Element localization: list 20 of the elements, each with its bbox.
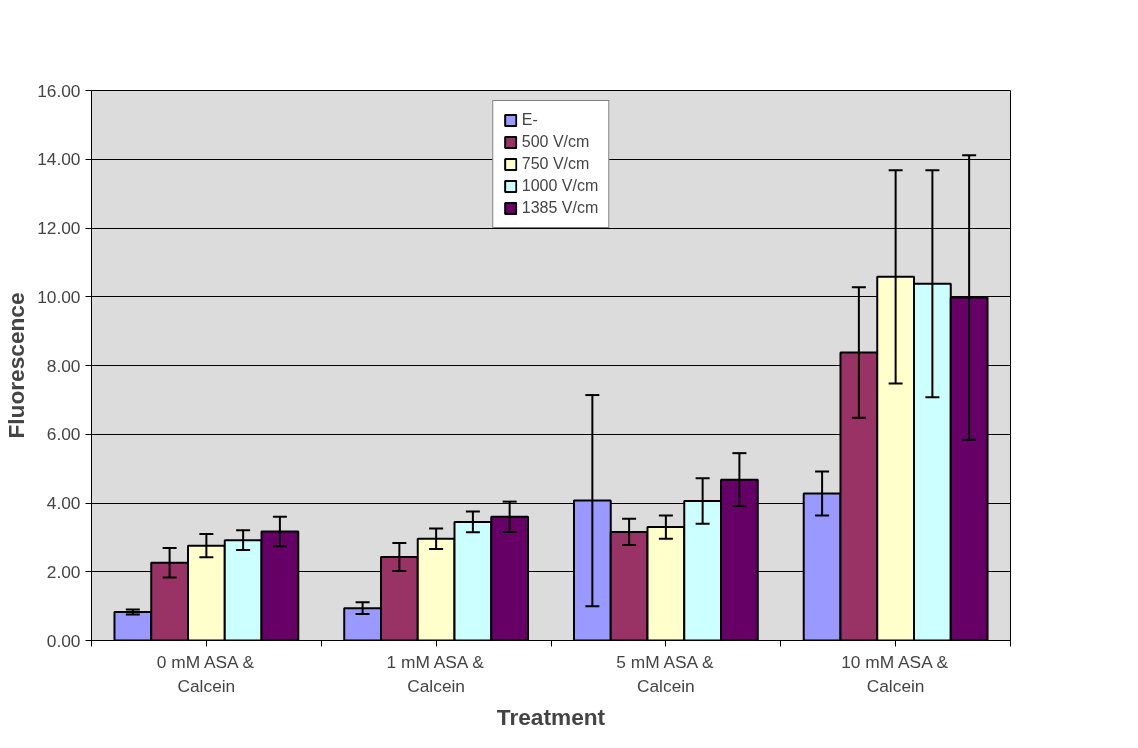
x-tick-label: 0 mM ASA & Calcein <box>156 651 255 696</box>
y-tick-label: 6.00 <box>46 424 81 445</box>
legend-label: 1000 V/cm <box>521 177 599 195</box>
x-tick-label: 10 mM ASA & Calcein <box>841 651 949 696</box>
y-axis-title: Fluorescence <box>3 292 30 439</box>
x-tick-label: 5 mM ASA & Calcein <box>616 651 714 696</box>
legend-label: 750 V/cm <box>521 155 590 173</box>
x-tick-label: 1 mM ASA & Calcein <box>386 651 485 696</box>
y-tick-label: 8.00 <box>46 355 81 376</box>
y-tick-label: 10.00 <box>37 286 81 307</box>
y-tick-label: 4.00 <box>46 493 81 513</box>
x-axis-title: Treatment <box>496 703 606 730</box>
legend-label: 1385 V/cm <box>521 199 599 217</box>
y-tick-label: 14.00 <box>37 149 81 170</box>
y-tick-label: 16.00 <box>37 80 81 101</box>
y-tick-label: 2.00 <box>46 561 81 582</box>
legend-label: 500 V/cm <box>521 133 590 151</box>
legend-label: E- <box>521 111 539 129</box>
y-tick-label: 12.00 <box>37 218 81 238</box>
y-tick-label: 0.00 <box>46 630 81 651</box>
